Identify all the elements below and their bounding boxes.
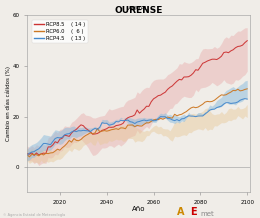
Text: met: met [200, 211, 214, 217]
X-axis label: Año: Año [132, 206, 145, 213]
Legend: RCP8.5    ( 14 ), RCP6.0    (  6 ), RCP4.5    ( 13 ): RCP8.5 ( 14 ), RCP6.0 ( 6 ), RCP4.5 ( 13… [32, 20, 88, 43]
Text: A: A [177, 207, 184, 217]
Text: ANUAL: ANUAL [128, 6, 149, 11]
Y-axis label: Cambio en días cálidos (%): Cambio en días cálidos (%) [5, 66, 11, 141]
Text: © Agencia Estatal de Meteorología: © Agencia Estatal de Meteorología [3, 213, 65, 217]
Text: E: E [190, 207, 196, 217]
Title: OURENSE: OURENSE [114, 5, 162, 15]
